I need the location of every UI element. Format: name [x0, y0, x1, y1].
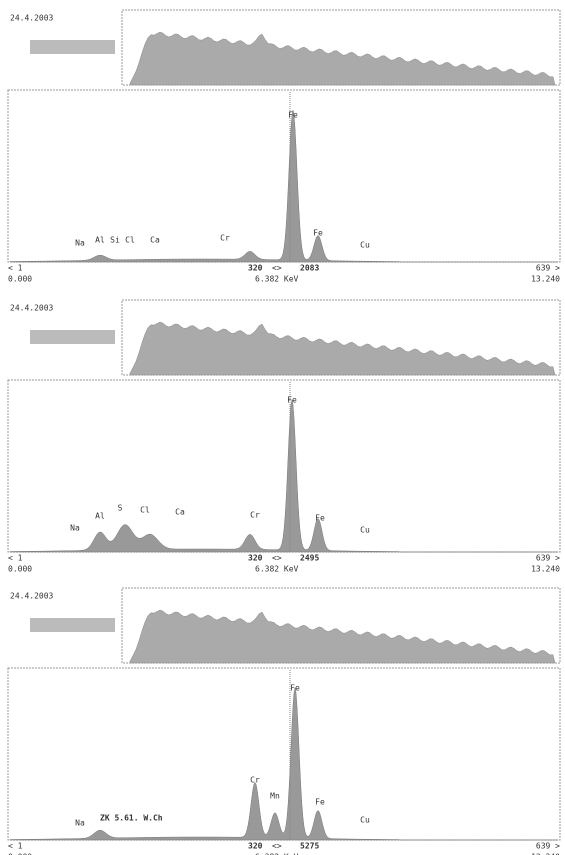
- right-channel: 639 >: [536, 554, 560, 563]
- note: ZK 5.61. W.Ch: [100, 814, 163, 823]
- left-channel: < 1: [8, 264, 23, 273]
- peak-label: Cr: [250, 511, 260, 520]
- peak-label: Na: [75, 239, 85, 248]
- spectrum-panel: 24.4.2003 Na Al S Cl Ca Cr Fe Fe Cu < 1 0.000 320 <> 2…: [8, 300, 560, 574]
- peak-label: Fe: [288, 111, 298, 120]
- peak-label: Cl: [125, 236, 135, 245]
- peak-label: Fe: [287, 396, 297, 405]
- peak-label: Cu: [360, 526, 370, 535]
- peak-label: Cu: [360, 816, 370, 825]
- cursor-energy: 6.382 KeV: [255, 275, 299, 284]
- date: 24.4.2003: [10, 304, 54, 313]
- peak-label: Mn: [270, 792, 280, 801]
- right-energy: 13.240: [531, 565, 560, 574]
- date: 24.4.2003: [10, 14, 54, 23]
- left-channel: < 1: [8, 554, 23, 563]
- peak-label: Na: [75, 819, 85, 828]
- spectrum-box: [8, 668, 560, 840]
- cursor-arrows: <>: [272, 842, 282, 851]
- peak-label: Fe: [315, 514, 325, 523]
- counts: 2083: [300, 264, 319, 273]
- date: 24.4.2003: [10, 592, 54, 601]
- cursor-arrows: <>: [272, 554, 282, 563]
- cursor-channel: 320: [248, 554, 263, 563]
- cursor-channel: 320: [248, 264, 263, 273]
- peak-label: Ca: [150, 236, 160, 245]
- left-energy: 0.000: [8, 565, 32, 574]
- left-channel: < 1: [8, 842, 23, 851]
- status-bar: [30, 330, 115, 344]
- peak-label: Cr: [250, 776, 260, 785]
- peak-label: Na: [70, 524, 80, 533]
- page: {"panels": [ {"date": "24.4.2003", "peak…: [0, 0, 565, 855]
- peak-label: Al: [95, 236, 105, 245]
- right-channel: 639 >: [536, 842, 560, 851]
- cursor-channel: 320: [248, 842, 263, 851]
- right-channel: 639 >: [536, 264, 560, 273]
- peak-label: Al: [95, 512, 105, 521]
- counts: 2495: [300, 554, 319, 563]
- peak-label: Cr: [220, 234, 230, 243]
- status-bar: [30, 40, 115, 54]
- spectrum-box: [8, 90, 560, 262]
- right-energy: 13.240: [531, 275, 560, 284]
- peak-label: Cl: [140, 506, 150, 515]
- spectrum-panel: 24.4.2003 Na Al Si Cl Ca Cr Fe Fe Cu < 1 0.000 320 <>…: [8, 10, 560, 284]
- left-energy: 0.000: [8, 275, 32, 284]
- peak-label: Ca: [175, 508, 185, 517]
- spectra-figure: 24.4.2003 Na Al Si Cl Ca Cr Fe Fe Cu < 1 0.000 320 <>…: [0, 0, 565, 855]
- peak-label: S: [118, 504, 123, 513]
- cursor-energy: 6.382 KeV: [255, 565, 299, 574]
- peak-label: Si: [110, 236, 120, 245]
- status-bar: [30, 618, 115, 632]
- cursor-arrows: <>: [272, 264, 282, 273]
- peak-label: Cu: [360, 241, 370, 250]
- spectrum-box: [8, 380, 560, 552]
- peak-label: Fe: [313, 229, 323, 238]
- counts: 5275: [300, 842, 319, 851]
- peak-label: Fe: [315, 798, 325, 807]
- peak-label: Fe: [290, 684, 300, 693]
